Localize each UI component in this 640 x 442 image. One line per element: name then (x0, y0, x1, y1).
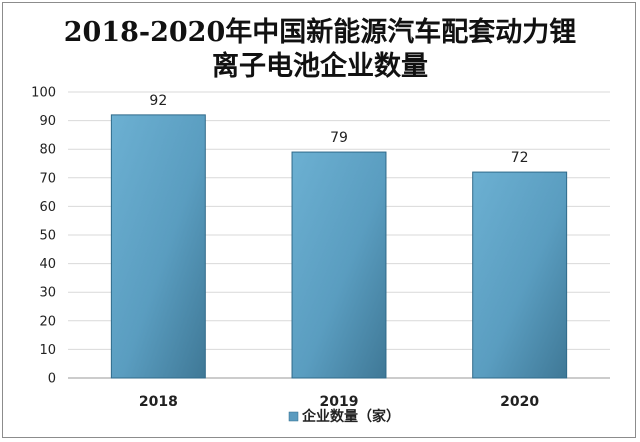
y-tick-label: 100 (31, 86, 56, 101)
data-label-2019: 79 (330, 130, 348, 146)
y-tick-label: 20 (39, 314, 56, 329)
y-tick-label: 40 (39, 257, 56, 272)
x-tick-label-2019: 2019 (320, 394, 359, 410)
data-label-2020: 72 (511, 150, 529, 166)
legend-swatch (288, 411, 299, 422)
bar-2019 (291, 151, 387, 379)
y-tick-label: 50 (39, 229, 56, 244)
data-labels: 92 79 72 (149, 93, 528, 166)
chart-title: 2018-2020年中国新能源汽车配套动力锂 离子电池企业数量 (0, 16, 640, 84)
bars (110, 114, 568, 379)
y-tick-label: 10 (39, 343, 56, 358)
chart-title-line-1: 2018-2020年中国新能源汽车配套动力锂 (63, 17, 577, 48)
x-tick-label-2018: 2018 (139, 394, 178, 410)
legend-label: 企业数量（家） (301, 408, 400, 425)
y-axis-ticks: 0 10 20 30 40 50 60 70 80 90 100 (31, 86, 56, 387)
y-tick-label: 90 (39, 114, 56, 129)
chart-title-line-2: 离子电池企业数量 (212, 51, 428, 82)
y-tick-label: 80 (39, 143, 56, 158)
bar-2018 (110, 114, 206, 379)
x-axis-ticks: 2018 2019 2020 (139, 394, 540, 410)
y-tick-label: 60 (39, 200, 56, 215)
data-label-2018: 92 (149, 93, 167, 109)
legend: 企业数量（家） (288, 408, 400, 425)
y-tick-label: 0 (48, 372, 56, 387)
x-tick-label-2020: 2020 (500, 394, 539, 410)
y-tick-label: 70 (39, 171, 56, 186)
y-tick-label: 30 (39, 286, 56, 301)
bar-2020 (472, 171, 568, 379)
